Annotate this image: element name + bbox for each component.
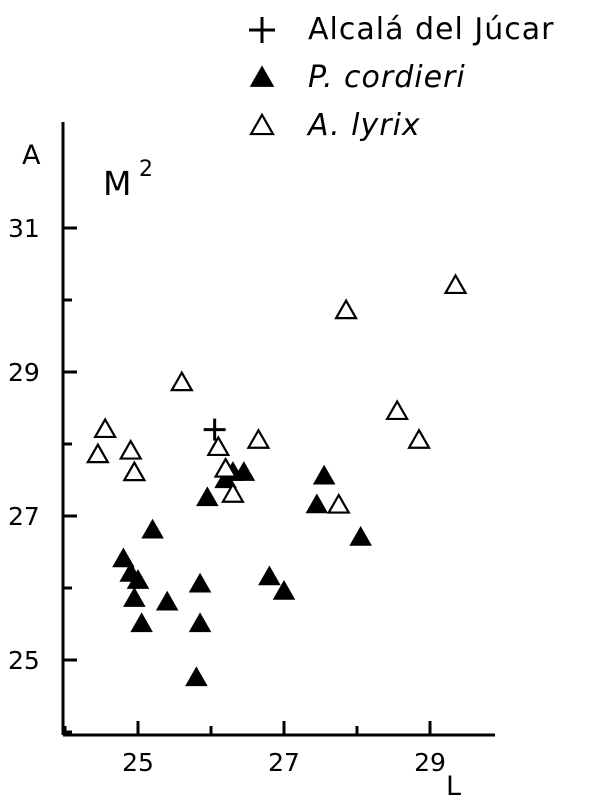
legend-label: A. lyrix [306,108,421,143]
open-triangle-point [93,417,118,439]
panel-title: M [103,164,131,203]
legend-label: Alcalá del Júcar [308,12,554,47]
open-triangle-point [334,298,358,320]
open-triangle-point [122,460,147,482]
data-points [85,273,468,687]
x-tick-label: 29 [414,748,446,777]
filled-triangle-point [272,579,296,600]
axes [61,122,495,737]
legend-plus-marker [249,17,275,43]
filled-triangle-point [196,486,219,507]
panel-title-superscript: 2 [139,157,153,182]
open-triangle-point [443,273,468,295]
y-tick-label: 31 [8,214,40,243]
ticks: 25 27 29 31 25 27 29 [8,214,446,777]
open-triangle-point [326,492,351,514]
filled-triangle-point [258,565,281,586]
x-tick-label: 25 [122,748,154,777]
legend-filled-triangle-marker [249,65,275,87]
open-triangle-point [206,435,231,457]
y-axis-label: A [22,140,41,171]
open-triangle-point [407,428,431,449]
filled-triangle-point [312,464,336,485]
open-triangle-point [118,438,143,460]
filled-triangle-point [349,525,372,546]
filled-triangle-point [130,612,153,633]
filled-triangle-point [305,493,329,514]
open-triangle-point [213,456,238,478]
filled-triangle-point [112,547,135,568]
y-tick-label: 25 [8,646,40,675]
filled-triangle-point [141,518,164,539]
open-triangle-point [85,442,110,464]
filled-triangle-point [188,572,212,593]
open-triangle-point [246,428,271,449]
legend-label: P. cordieri [308,60,466,95]
x-tick-label: 27 [268,748,300,777]
y-tick-label: 27 [8,502,40,531]
open-triangle-point [385,399,410,421]
y-tick-label: 29 [8,358,40,387]
filled-triangle-point [155,590,179,611]
open-triangle-point [221,482,245,503]
filled-triangle-point [232,461,256,481]
filled-triangle-point [126,569,150,589]
filled-triangle-point [188,612,212,633]
legend: Alcalá del Júcar P. cordieri A. lyrix [249,12,554,143]
legend-open-triangle-marker [249,112,275,136]
filled-triangle-point [123,587,146,607]
open-triangle-point [169,370,194,392]
plus-point [203,418,226,441]
x-axis-label: L [446,771,461,799]
filled-triangle-point [185,666,208,687]
